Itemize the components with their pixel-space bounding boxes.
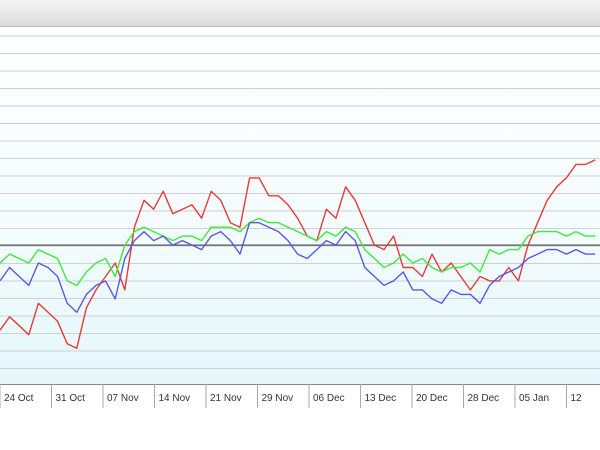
plot-area — [0, 30, 600, 384]
x-axis-ticks: 24 Oct 31 Oct 07 Nov 14 Nov 21 Nov 29 Nov 06 D… — [0, 384, 582, 408]
top-bar — [0, 0, 600, 26]
x-tick-label: 31 Oct — [56, 393, 86, 404]
series-lines — [0, 159, 596, 349]
series-line-3 — [0, 221, 596, 313]
x-tick-label: 06 Dec — [313, 393, 345, 404]
x-tick-label: 21 Nov — [210, 393, 242, 404]
x-tick-label: 07 Nov — [107, 393, 139, 404]
x-tick-label: 28 Dec — [468, 393, 500, 404]
x-tick-label: 13 Dec — [365, 393, 397, 404]
x-axis-line — [0, 384, 600, 385]
x-tick-label: 05 Jan — [519, 393, 549, 404]
x-tick-label: 20 Dec — [416, 393, 448, 404]
top-bar-border — [0, 26, 600, 27]
x-tick-label: 24 Oct — [4, 393, 34, 404]
x-tick-label: 29 Nov — [262, 393, 294, 404]
x-tick-label: 12 — [571, 393, 583, 404]
gridlines — [0, 35, 600, 369]
x-tick-label: 14 Nov — [159, 393, 191, 404]
series-line-2 — [0, 217, 596, 287]
series-line-1 — [0, 159, 596, 349]
